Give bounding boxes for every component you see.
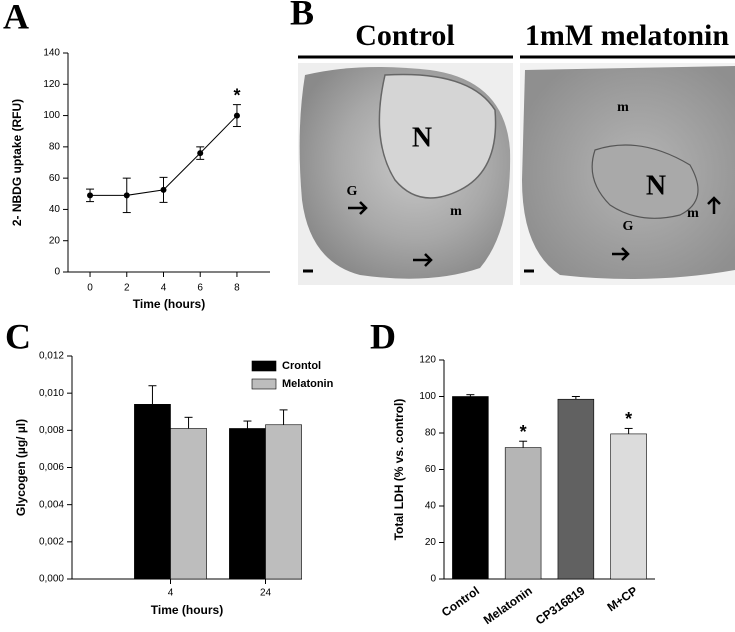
x-tick-label: 2 xyxy=(124,283,130,294)
legend-label: Melatonin xyxy=(282,378,334,390)
significance-marker: * xyxy=(625,409,632,429)
x-axis-label: Time (hours) xyxy=(133,297,205,311)
y-tick-label: 0,012 xyxy=(39,351,64,362)
legend-swatch xyxy=(251,378,277,390)
y-tick-label: 0,010 xyxy=(39,388,64,399)
y-tick-label: 0 xyxy=(54,267,60,278)
em-label: G xyxy=(623,219,634,234)
panel-label: A xyxy=(3,0,29,36)
x-tick-label: 6 xyxy=(197,283,203,294)
panel-label: D xyxy=(370,316,396,356)
y-tick-label: 60 xyxy=(425,464,437,475)
bar xyxy=(170,428,207,580)
y-tick-label: 60 xyxy=(49,173,61,184)
x-tick-label: 0 xyxy=(87,283,93,294)
bar xyxy=(557,398,595,580)
x-tick-label: CP316819 xyxy=(533,583,588,627)
data-point xyxy=(233,112,240,119)
y-tick-label: 140 xyxy=(43,48,60,59)
y-tick-label: 80 xyxy=(425,428,437,439)
y-tick-label: 80 xyxy=(49,141,61,152)
y-tick-label: 0,004 xyxy=(39,499,64,510)
x-tick-label: 4 xyxy=(161,283,167,294)
y-tick-label: 0 xyxy=(430,574,436,585)
y-tick-label: 120 xyxy=(43,79,60,90)
x-tick-label: 4 xyxy=(168,588,174,599)
y-axis-label: 2- NBDG uptake (RFU) xyxy=(10,99,24,226)
nucleus-shape xyxy=(591,144,699,219)
data-point xyxy=(87,192,94,199)
nucleus-shape xyxy=(378,73,497,199)
arrows xyxy=(348,196,721,267)
y-tick-label: 20 xyxy=(49,235,61,246)
bar xyxy=(265,424,302,580)
legend-label: Crontol xyxy=(282,360,321,372)
bar xyxy=(452,396,489,580)
y-tick-label: 120 xyxy=(419,355,436,366)
em-label: N xyxy=(412,122,432,153)
panel-label: C xyxy=(5,316,31,356)
legend-swatch xyxy=(251,360,277,372)
em-label: G xyxy=(347,184,358,199)
bar xyxy=(504,447,542,580)
y-tick-label: 40 xyxy=(425,501,437,512)
image-title: 1mM melatonin xyxy=(525,19,729,52)
significance-marker: * xyxy=(520,422,527,442)
x-axis-label: Time (hours) xyxy=(151,603,223,617)
data-point xyxy=(160,186,167,193)
y-tick-label: 0,006 xyxy=(39,462,64,473)
em-label: m xyxy=(450,204,462,219)
bar xyxy=(610,433,647,580)
bar xyxy=(134,404,171,580)
significance-marker: * xyxy=(233,85,240,105)
y-tick-label: 100 xyxy=(419,391,436,402)
x-tick-label: 24 xyxy=(260,588,272,599)
em-label: m xyxy=(687,206,699,221)
y-tick-label: 0,000 xyxy=(39,574,64,585)
panel-label: B xyxy=(290,0,314,32)
y-tick-label: 0,002 xyxy=(39,536,64,547)
x-tick-label: Melatonin xyxy=(481,584,535,628)
y-tick-label: 0,008 xyxy=(39,425,64,436)
y-tick-label: 40 xyxy=(49,204,61,215)
x-tick-label: Control xyxy=(439,584,482,620)
x-tick-label: 8 xyxy=(234,283,240,294)
panel-b: B Control 1mM melatonin N G m m N m G xyxy=(290,0,735,285)
x-tick-label: M+CP xyxy=(605,584,641,615)
y-axis-label: Total LDH (% vs. control) xyxy=(392,399,406,541)
y-tick-label: 100 xyxy=(43,110,60,121)
image-title: Control xyxy=(355,19,454,52)
y-tick-label: 20 xyxy=(425,537,437,548)
em-label: N xyxy=(646,170,666,201)
em-label: m xyxy=(617,100,629,115)
data-point xyxy=(123,192,130,199)
y-axis-label: Glycogen (µg/ µl) xyxy=(14,419,28,516)
bar xyxy=(229,428,266,580)
data-point xyxy=(197,150,204,157)
